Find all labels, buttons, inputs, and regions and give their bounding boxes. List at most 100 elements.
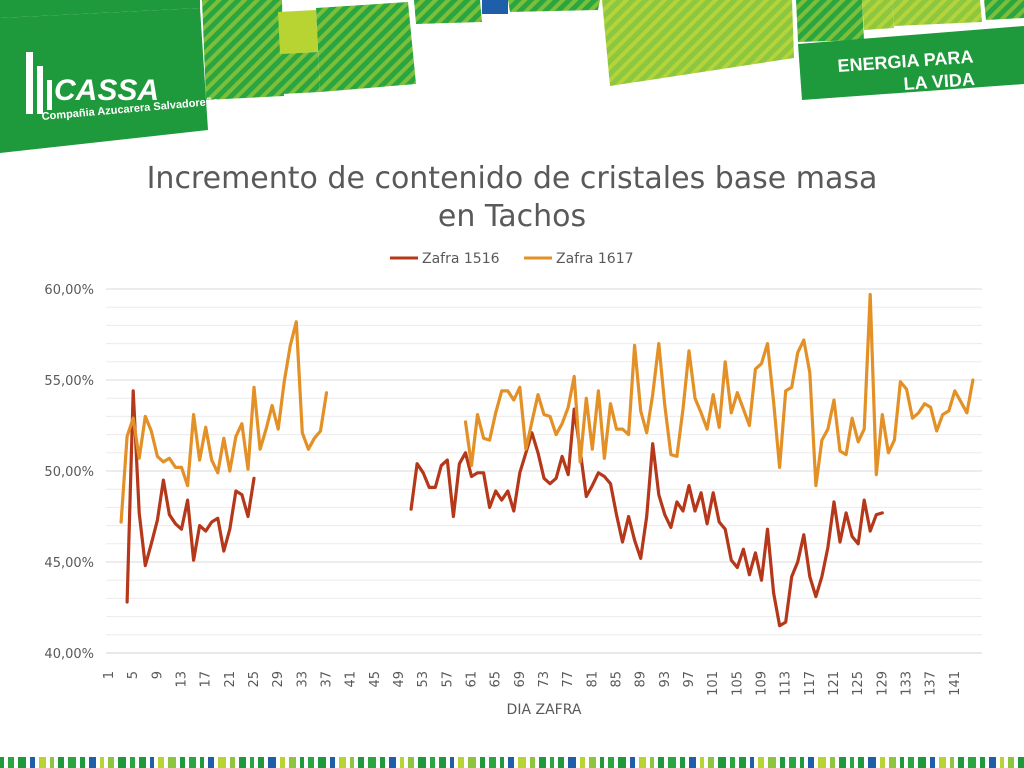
top-banner [0,0,1024,153]
x-tick-label: 17 [199,671,214,688]
strip-block [918,757,926,768]
y-tick-label: 45,00% [44,556,94,571]
strip-block [668,757,676,768]
strip-block [339,757,346,768]
strip-block [58,757,64,768]
logo-bar [37,66,43,114]
chart: Incremento de contenido de cristales bas… [44,161,982,718]
strip-block [780,757,785,768]
strip-block [689,757,696,768]
legend-label-zafra-1516: Zafra 1516 [422,251,500,267]
strip-block [839,757,846,768]
blue-tile [482,0,508,14]
strip-block [380,757,385,768]
strip-block [8,757,14,768]
x-tick-label: 81 [585,671,600,688]
x-tick-label: 61 [465,671,480,688]
series-layer [119,292,975,628]
strip-block [818,757,826,768]
stripe-tile [984,0,1024,20]
x-tick-label: 25 [247,671,262,688]
strip-block [268,757,276,768]
strip-block [789,757,796,768]
strip-block [618,757,626,768]
x-tick-label: 65 [489,671,504,688]
strip-block [658,757,664,768]
strip-block [989,757,996,768]
y-tick-label: 40,00% [44,647,94,662]
strip-block [889,757,896,768]
strip-block [539,757,546,768]
x-tick-label: 69 [513,671,528,688]
strip-block [458,757,464,768]
strip-block [30,757,35,768]
x-tick-label: 93 [658,671,673,688]
strip-block [568,757,576,768]
y-tick-label: 50,00% [44,465,94,480]
strip-block [758,757,764,768]
strip-block [700,757,704,768]
x-tick-label: 141 [948,671,963,696]
strip-block [330,757,335,768]
strip-block [200,757,204,768]
legend: Zafra 1516 Zafra 1617 [390,251,634,267]
x-tick-label: 109 [755,671,770,696]
x-tick-label: 13 [175,671,190,688]
strip-block [418,757,426,768]
strip-block [530,757,535,768]
chart-title-line1: Incremento de contenido de cristales bas… [147,161,878,196]
strip-block [908,757,914,768]
strip-block [718,757,726,768]
x-tick-label: 5 [126,671,141,679]
legend-label-zafra-1617: Zafra 1617 [556,251,634,267]
strip-block [80,757,85,768]
bottom-stripe-bar [0,757,1024,768]
strip-block [639,757,646,768]
strip-block [400,757,404,768]
strip-block [880,757,885,768]
strip-block [139,757,146,768]
strip-block [430,757,435,768]
strip-block [308,757,314,768]
slogan-line2: LA VIDA [903,69,976,94]
stripe-tile [796,0,864,42]
strip-block [189,757,196,768]
strip-block [130,757,135,768]
x-tick-label: 45 [368,671,383,688]
series-line-zafra-1617 [119,320,329,524]
strip-block [1018,757,1024,768]
strip-block [168,757,176,768]
strip-block [500,757,504,768]
strip-block [118,757,126,768]
strip-block [600,757,604,768]
strip-block [518,757,526,768]
strip-block [300,757,304,768]
strip-block [250,757,254,768]
x-tick-label: 21 [223,671,238,688]
x-tick-label: 53 [416,671,431,688]
series-line-zafra-1617 [463,292,975,488]
strip-block [768,757,776,768]
strip-block [439,757,446,768]
strip-block [608,757,614,768]
strip-block [968,757,976,768]
strip-block [550,757,554,768]
strip-block [208,757,214,768]
x-tick-label: 117 [803,671,818,696]
strip-block [450,757,454,768]
strip-block [100,757,104,768]
strip-block [289,757,296,768]
strip-block [0,757,4,768]
strip-block [108,757,114,768]
strip-block [180,757,185,768]
x-tick-label: 89 [634,671,649,688]
x-tick-label: 129 [875,671,890,696]
strip-block [739,757,746,768]
strip-block [850,757,854,768]
chart-title-line2: en Tachos [438,199,586,234]
series-line-zafra-1516 [409,407,884,628]
strip-block [230,757,235,768]
strip-block [1000,757,1004,768]
strip-block [708,757,714,768]
strip-block [89,757,96,768]
